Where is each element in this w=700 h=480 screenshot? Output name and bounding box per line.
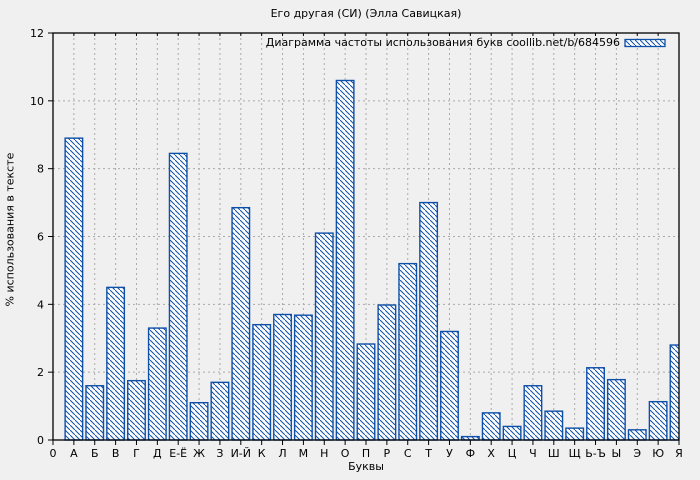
bar-Е-Ё <box>168 152 188 441</box>
x-tick-label: А <box>70 447 78 460</box>
x-tick-label: В <box>112 447 120 460</box>
bar-П <box>356 343 376 441</box>
y-axis-title: % использования в тексте <box>3 152 17 307</box>
bar-Ы <box>606 378 626 441</box>
x-tick-label: Ы <box>612 447 622 460</box>
bar-Х <box>481 412 501 441</box>
x-tick-label: Щ <box>569 447 581 460</box>
x-axis-title: Буквы <box>348 460 384 473</box>
x-tick-label: Е-Ё <box>169 447 187 460</box>
chart-title: Его другая (СИ) (Элла Савицкая) <box>270 7 462 20</box>
bar-Г <box>127 379 146 441</box>
y-tick-label: 8 <box>37 163 44 176</box>
x-tick-label: О <box>341 447 350 460</box>
x-tick-label: Э <box>633 447 641 460</box>
x-tick-label: Я <box>675 447 683 460</box>
x-origin-label: 0 <box>50 447 57 460</box>
x-tick-label: Д <box>153 447 162 460</box>
bar-Я <box>669 344 679 441</box>
bar-Р <box>377 304 397 441</box>
x-tick-label: Ч <box>529 447 537 460</box>
x-tick-label: К <box>258 447 266 460</box>
x-tick-label: Ц <box>508 447 517 460</box>
legend-label: Диаграмма частоты использования букв coo… <box>265 36 620 49</box>
bar-Н <box>314 232 334 441</box>
x-tick-label: Ь-Ъ <box>585 447 606 460</box>
x-tick-label: Х <box>487 447 495 460</box>
x-tick-label: Б <box>91 447 99 460</box>
bar-Ш <box>544 410 564 441</box>
bar-Щ <box>565 427 585 441</box>
y-tick-label: 4 <box>37 298 44 311</box>
bar-С <box>398 262 418 441</box>
x-tick-label: Ф <box>466 447 475 460</box>
bar-З <box>210 381 230 441</box>
bar-И-Й <box>231 206 251 441</box>
x-tick-label: Л <box>278 447 286 460</box>
x-tick-label: У <box>446 447 453 460</box>
x-tick-label: Н <box>320 447 328 460</box>
legend-swatch-icon <box>624 38 666 48</box>
y-tick-label: 6 <box>37 231 44 244</box>
y-tick-label: 2 <box>37 366 44 379</box>
x-tick-label: Р <box>384 447 391 460</box>
bar-А <box>64 137 84 441</box>
x-tick-label: Ш <box>548 447 560 460</box>
bar-Э <box>627 429 647 441</box>
x-tick-label: М <box>299 447 309 460</box>
bar-Б <box>85 385 105 441</box>
x-tick-label: Ж <box>193 447 205 460</box>
x-tick-label: Г <box>133 447 140 460</box>
x-tick-label: З <box>216 447 223 460</box>
bar-О <box>335 79 355 441</box>
bar-М <box>293 314 313 441</box>
bar-У <box>440 330 459 441</box>
bar-Л <box>273 313 292 441</box>
bar-Ч <box>523 385 543 441</box>
y-tick-label: 0 <box>37 434 44 447</box>
x-tick-label: Т <box>424 447 432 460</box>
y-tick-label: 10 <box>30 95 44 108</box>
bar-Д <box>147 327 167 441</box>
bar-Ж <box>189 401 209 441</box>
x-tick-label: С <box>404 447 412 460</box>
x-tick-label: Ю <box>652 447 664 460</box>
x-tick-label: И-Й <box>231 447 251 460</box>
bar-Ц <box>502 425 522 441</box>
x-tick-label: П <box>362 447 370 460</box>
bar-Ю <box>648 400 668 441</box>
bar-Ь-Ъ <box>586 367 605 441</box>
bar-В <box>106 286 126 441</box>
bar-Т <box>419 201 439 441</box>
y-tick-label: 12 <box>30 27 44 40</box>
bar-К <box>252 323 272 441</box>
